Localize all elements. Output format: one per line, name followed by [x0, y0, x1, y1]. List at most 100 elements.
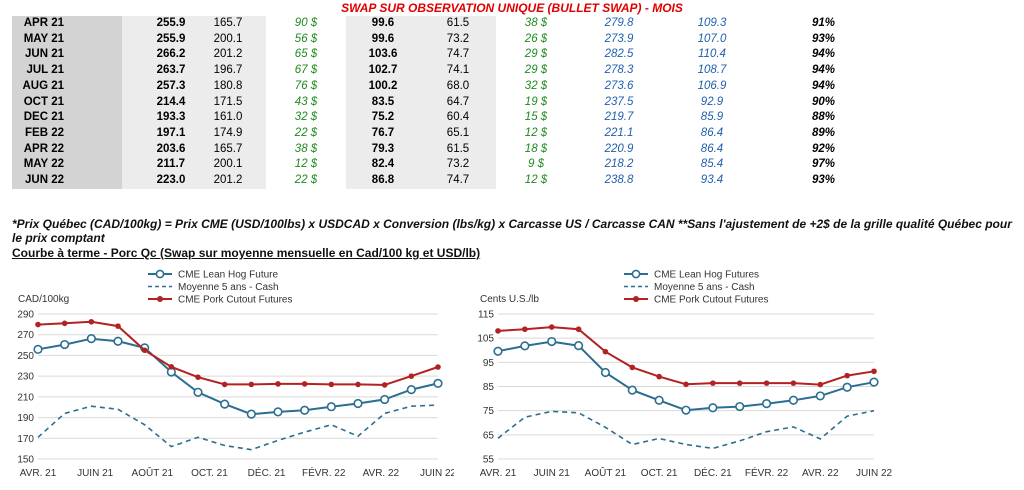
- table-cell: 61.5: [420, 141, 496, 158]
- table-row: JUN 21 266.2 201.2 65 $103.6 74.7 29 $282.5 11…: [12, 47, 962, 64]
- x-tick-label: FÉVR. 22: [745, 466, 789, 479]
- table-cell: 29 $: [496, 47, 576, 64]
- series-line: [37, 404, 439, 451]
- data-point: [380, 394, 390, 405]
- table-cell: 278.3: [576, 63, 662, 79]
- table-cell: 89%: [762, 125, 962, 142]
- table-cell: 211.7: [122, 157, 190, 174]
- table-cell: 65.1: [420, 125, 496, 142]
- table-cell: 90%: [762, 94, 962, 111]
- table-cell: 220.9: [576, 141, 662, 158]
- x-tick-label: DÉC. 21: [248, 466, 286, 479]
- data-point: [681, 405, 691, 415]
- y-tick-label: 230: [17, 372, 34, 383]
- row-month-cell: OCT 21: [12, 94, 122, 111]
- table-cell: 201.2: [190, 173, 266, 189]
- x-tick-label: AOÛT 21: [132, 466, 174, 479]
- data-point: [627, 385, 637, 395]
- table-cell: 82.4: [346, 157, 420, 174]
- table-cell: 263.7: [122, 63, 190, 79]
- table-cell: 60.4: [420, 110, 496, 126]
- table-cell: 76 $: [266, 78, 346, 95]
- series-line: [37, 320, 439, 386]
- table-cell: 73.2: [420, 157, 496, 174]
- data-point: [326, 402, 336, 412]
- data-point: [193, 387, 203, 397]
- x-tick-label: JUIN 21: [77, 468, 114, 479]
- data-point: [575, 326, 582, 333]
- legend-label: Moyenne 5 ans - Cash: [654, 282, 755, 293]
- table-cell: 75.2: [346, 110, 420, 126]
- table-cell: 74.7: [420, 47, 496, 64]
- data-point: [353, 398, 363, 409]
- table-cell: 266.2: [122, 47, 190, 64]
- table-cell: 12 $: [266, 157, 346, 174]
- data-point: [710, 380, 716, 386]
- table-cell: 38 $: [266, 141, 346, 158]
- table-row: JUL 21 263.7 196.7 67 $102.7 74.1 29 $278.3 10…: [12, 63, 962, 79]
- table-cell: 32 $: [496, 78, 576, 95]
- table-cell: 223.0: [122, 173, 190, 189]
- row-month-cell: DEC 21: [12, 110, 122, 126]
- table-cell: 214.4: [122, 94, 190, 111]
- y-tick-label: 270: [17, 330, 34, 341]
- row-month-cell: JUN 21: [12, 47, 122, 64]
- data-point: [86, 334, 96, 344]
- data-point: [33, 344, 43, 354]
- table-cell: 180.8: [190, 78, 266, 95]
- table-cell: 74.7: [420, 173, 496, 189]
- data-point: [602, 348, 609, 355]
- data-point: [708, 403, 718, 413]
- data-point: [683, 381, 689, 388]
- x-tick-label: JUIN 21: [534, 468, 571, 479]
- table-cell: 91%: [762, 16, 962, 32]
- table-cell: 68.0: [420, 78, 496, 95]
- table-cell: 102.7: [346, 63, 420, 79]
- table-cell: 99.6: [346, 31, 420, 48]
- y-tick-label: 150: [17, 455, 34, 466]
- x-tick-label: FÉVR. 22: [302, 466, 346, 479]
- table-cell: 26 $: [496, 31, 576, 48]
- table-cell: 103.6: [346, 47, 420, 64]
- data-point: [871, 368, 877, 375]
- data-point: [300, 405, 310, 415]
- data-point: [547, 336, 557, 347]
- data-point: [656, 373, 662, 380]
- data-point: [435, 364, 441, 370]
- data-point: [817, 381, 824, 388]
- table-cell: 108.7: [662, 63, 762, 79]
- data-point: [141, 347, 148, 354]
- series-line: [37, 337, 439, 416]
- table-row: OCT 21 214.4 171.5 43 $83.5 64.7 19 $237.5 92.…: [12, 94, 962, 111]
- table-cell: 255.9: [122, 16, 190, 32]
- data-point: [115, 323, 121, 329]
- table-cell: 86.8: [346, 173, 420, 189]
- table-cell: 67 $: [266, 63, 346, 79]
- legend-marker-dot: [157, 296, 163, 302]
- data-point: [35, 321, 41, 328]
- data-point: [790, 380, 797, 386]
- table-cell: 29 $: [496, 63, 576, 79]
- table-cell: 197.1: [122, 125, 190, 142]
- y-tick-label: 170: [17, 434, 34, 445]
- table-row: APR 21 255.9 165.7 90 $99.6 61.5 38 $279.8 109…: [12, 16, 962, 32]
- table-cell: 43 $: [266, 94, 346, 111]
- x-tick-label: AVR. 22: [363, 468, 400, 479]
- x-tick-label: JUIN 22: [856, 468, 893, 479]
- legend-label: CME Lean Hog Future: [178, 270, 278, 281]
- table-cell: 218.2: [576, 157, 662, 174]
- table-cell: 19 $: [496, 94, 576, 111]
- table-cell: 61.5: [420, 16, 496, 32]
- table-cell: 279.8: [576, 16, 662, 32]
- legend-label: CME Pork Cutout Futures: [178, 295, 292, 306]
- table-cell: 238.8: [576, 173, 662, 189]
- table-cell: 221.1: [576, 125, 662, 142]
- data-point: [113, 336, 123, 346]
- x-tick-label: AVR. 21: [20, 468, 57, 479]
- data-point: [355, 381, 361, 388]
- table-cell: 110.4: [662, 47, 762, 64]
- row-month-cell: MAY 21: [12, 31, 122, 48]
- legend-label: Moyenne 5 ans - Cash: [178, 282, 279, 293]
- table-cell: 86.4: [662, 125, 762, 142]
- legend-label: CME Lean Hog Futures: [654, 270, 759, 281]
